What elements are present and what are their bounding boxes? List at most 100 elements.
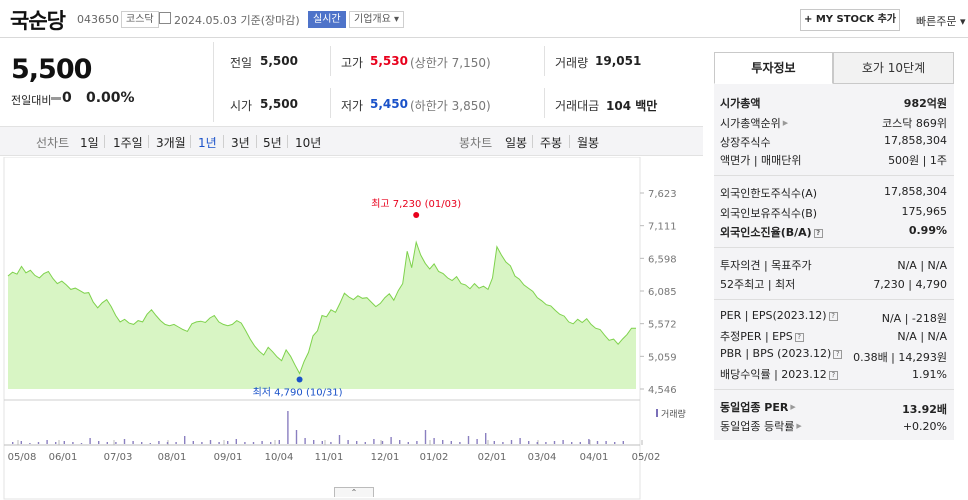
- divider: [223, 135, 224, 148]
- par-value-value: 500원 | 1주: [888, 154, 947, 167]
- dividend-label: 배당수익률 | 2023.12?: [720, 366, 838, 382]
- volume-bar: [622, 441, 624, 444]
- sector-per-value: 13.92배: [902, 403, 947, 416]
- volume-bar: [476, 439, 478, 444]
- period-1d[interactable]: 1일: [80, 136, 99, 150]
- x-tick-label: 05/02: [632, 452, 661, 463]
- open-value: 5,500: [260, 97, 298, 111]
- price-chart[interactable]: 7,623 7,111 6,598 6,085 5,572 5,059 4,546 05/0…: [0, 157, 703, 500]
- divider: [213, 42, 214, 122]
- divider: [330, 88, 331, 118]
- market-tag: 코스닥: [121, 11, 159, 28]
- volume-bar: [80, 443, 83, 444]
- flat-icon: [51, 97, 61, 100]
- foreign-limit-label: 외국인한도주식수(A): [720, 187, 818, 200]
- high-marker: [413, 212, 420, 218]
- sector-rate-label[interactable]: 동일업종 등락률 ▶: [720, 418, 802, 434]
- sector-per-label[interactable]: 동일업종 PER ▶: [720, 399, 796, 415]
- divider: [714, 247, 954, 248]
- volume-bar: [442, 440, 444, 444]
- volume-bar: [252, 442, 255, 444]
- y-tick-label: 6,085: [648, 287, 677, 298]
- volume-bar: [407, 442, 409, 444]
- foreign-limit-value: 17,858,304: [884, 185, 947, 198]
- volume-bar: [72, 442, 74, 444]
- volume-bar: [364, 442, 366, 444]
- divider: [104, 135, 105, 148]
- volume-label: 거래량: [555, 56, 589, 70]
- high-annotation: 최고 7,230 (01/03): [371, 198, 461, 210]
- volume-bar: [313, 440, 315, 444]
- volume-bar: [596, 441, 599, 444]
- period-1w[interactable]: 1주일: [113, 136, 143, 150]
- volume-bar: [89, 438, 91, 444]
- add-mystock-button[interactable]: + MY STOCK 추가: [800, 9, 900, 31]
- volume-bar: [356, 441, 358, 444]
- volume-bar: [493, 441, 495, 444]
- collapse-chart-button[interactable]: ⌃: [334, 487, 374, 497]
- tab-order-book[interactable]: 호가 10단계: [833, 52, 954, 84]
- volume-bar: [390, 437, 392, 444]
- x-tick-label: 02/01: [478, 452, 507, 463]
- y-tick-label: 4,546: [648, 385, 677, 396]
- prev-close-label: 전일: [230, 56, 253, 70]
- market-cap-rank-value: 코스닥 869위: [882, 117, 947, 130]
- company-overview-dropdown[interactable]: 기업개요 ▾: [349, 11, 404, 28]
- volume-bar: [614, 442, 616, 444]
- help-icon[interactable]: ?: [833, 350, 843, 359]
- volume-bar: [175, 442, 177, 444]
- volume-bar: [55, 442, 57, 444]
- help-icon[interactable]: ?: [794, 333, 804, 342]
- volume-bar: [98, 441, 100, 444]
- live-tag[interactable]: 실시간: [308, 11, 346, 28]
- sector-rate-text: 동일업종 등락률: [720, 420, 795, 433]
- volume-bar: [29, 443, 31, 444]
- help-icon[interactable]: ?: [813, 229, 823, 238]
- divider: [714, 389, 954, 390]
- dividend-text: 배당수익률 | 2023.12: [720, 368, 827, 381]
- foreign-ratio-value: 0.99%: [908, 224, 947, 237]
- volume-bar: [46, 440, 48, 444]
- period-10y[interactable]: 10년: [295, 136, 322, 150]
- est-per-label: 추정PER | EPS?: [720, 328, 804, 344]
- x-tick-label: 09/01: [214, 452, 243, 463]
- market-cap-rank-label[interactable]: 시가총액순위 ▶: [720, 115, 788, 131]
- volume-bar: [502, 442, 504, 444]
- divider: [256, 135, 257, 148]
- volume-bar: [330, 442, 332, 444]
- divider: [544, 88, 545, 118]
- candle-weekly[interactable]: 주봉: [540, 136, 563, 150]
- period-5y[interactable]: 5년: [263, 136, 282, 150]
- x-tick-label: 04/01: [580, 452, 609, 463]
- help-icon[interactable]: ?: [828, 371, 838, 380]
- period-3y[interactable]: 3년: [231, 136, 250, 150]
- divider: [544, 46, 545, 76]
- volume-bar: [459, 442, 461, 444]
- volume-bar: [450, 441, 452, 444]
- date-basis: 2024.05.03 기준(장마감): [174, 14, 300, 27]
- quick-order-dropdown[interactable]: 빠른주문 ▾: [916, 15, 966, 28]
- candle-daily[interactable]: 일봉: [505, 136, 528, 150]
- tab-investment-info[interactable]: 투자정보: [714, 52, 833, 84]
- volume-bar: [287, 411, 289, 444]
- arrow-right-icon: ▶: [796, 422, 802, 430]
- week52-label: 52주최고 | 최저: [720, 278, 796, 291]
- low-label: 저가: [341, 99, 364, 113]
- volume-bar: [115, 442, 117, 444]
- week52-value: 7,230 | 4,790: [873, 278, 947, 291]
- lower-limit: (하한가 3,850): [410, 99, 491, 113]
- volume-bar: [485, 433, 487, 444]
- candle-chart-label: 봉차트: [459, 136, 493, 150]
- x-tick-label: 03/04: [528, 452, 557, 463]
- candle-monthly[interactable]: 월봉: [577, 136, 600, 150]
- trade-amount-label: 거래대금: [555, 99, 600, 113]
- trade-amount-value: 104 백만: [606, 99, 658, 113]
- foreign-ratio-text: 외국인소진율(B/A): [720, 226, 812, 239]
- period-3m[interactable]: 3개월: [156, 136, 186, 150]
- period-1y[interactable]: 1년: [198, 136, 217, 150]
- y-tick-label: 7,111: [648, 222, 677, 233]
- divider: [714, 175, 954, 176]
- help-icon[interactable]: ?: [828, 312, 838, 321]
- volume-bar: [201, 442, 203, 444]
- volume-bar: [37, 442, 40, 444]
